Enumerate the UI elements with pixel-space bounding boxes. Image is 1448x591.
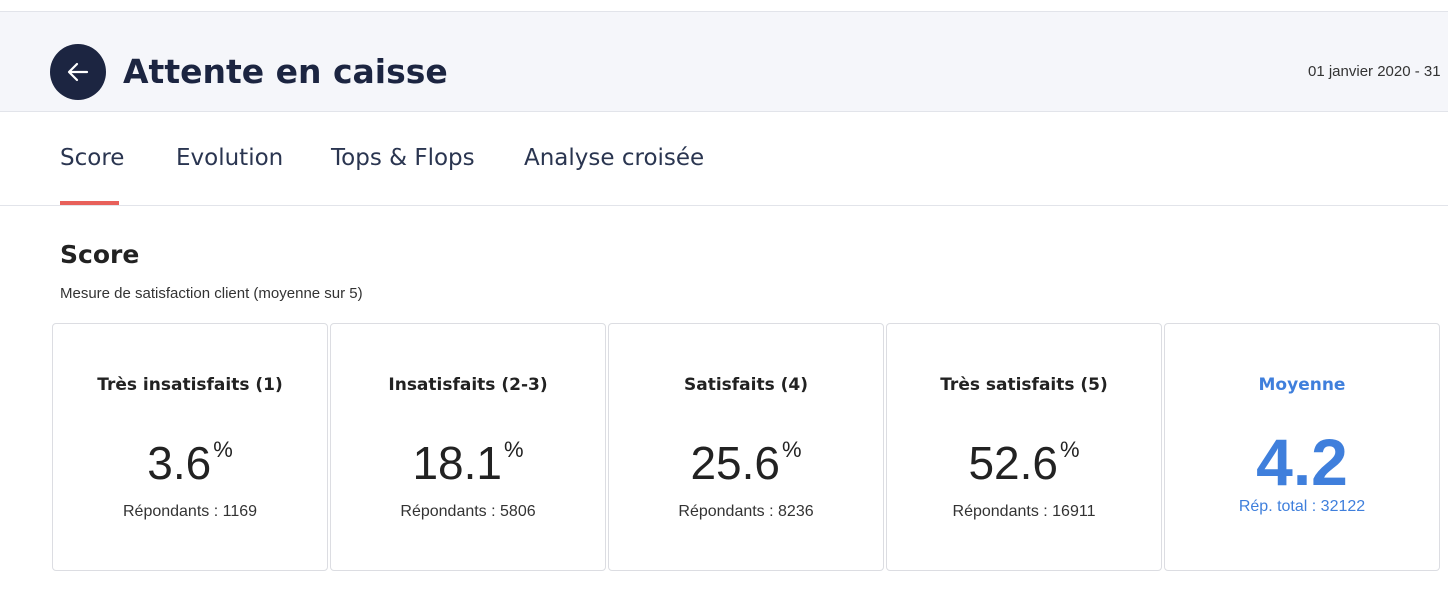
- score-card: Satisfaits (4) 25.6% Répondants : 8236: [608, 323, 884, 571]
- card-value-row: 18.1%: [331, 436, 605, 490]
- card-value: 4.2: [1256, 425, 1348, 499]
- card-value: 25.6: [690, 437, 780, 489]
- card-total: Rép. total : 32122: [1238, 498, 1366, 515]
- section-title: Score: [60, 240, 140, 269]
- card-label: Très insatisfaits (1): [97, 375, 283, 395]
- card-respondents: Répondants : 8236: [678, 503, 814, 520]
- back-button[interactable]: [50, 44, 106, 100]
- tab[interactable]: Analyse croisée: [524, 145, 705, 171]
- tab[interactable]: Tops & Flops: [331, 145, 475, 171]
- card-respondents: Répondants : 1169: [122, 503, 258, 520]
- card-value: 52.6: [968, 437, 1058, 489]
- card-unit: %: [213, 437, 233, 462]
- card-label: Très satisfaits (5): [940, 375, 1108, 395]
- page-title: Attente en caisse: [123, 52, 448, 91]
- back-icon: [67, 62, 89, 82]
- active-tab-indicator: [60, 201, 119, 205]
- card-value-row: 25.6%: [609, 436, 883, 490]
- card-value-row: 52.6%: [887, 436, 1161, 490]
- card-unit: %: [781, 437, 802, 462]
- header: Attente en caisse 01 janvier 2020 - 31: [0, 11, 1448, 112]
- card-unit: %: [503, 437, 524, 462]
- card-value-row: 3.6%: [53, 436, 327, 490]
- card-respondents: Répondants : 5806: [400, 503, 536, 520]
- card-value: 18.1: [412, 437, 502, 489]
- card-label: Moyenne: [1258, 375, 1346, 395]
- tab[interactable]: Score: [60, 145, 125, 171]
- date-range[interactable]: 01 janvier 2020 - 31: [1308, 63, 1441, 80]
- tab-divider: [0, 205, 1448, 206]
- score-card: Très insatisfaits (1) 3.6% Répondants : 11…: [52, 323, 328, 571]
- average-card: Moyenne 4.2 Rép. total : 32122: [1164, 323, 1440, 571]
- card-label: Insatisfaits (2-3): [388, 375, 548, 395]
- tab[interactable]: Evolution: [176, 145, 284, 171]
- card-unit: %: [1059, 437, 1080, 462]
- section-subtitle: Mesure de satisfaction client (moyenne s…: [60, 285, 363, 302]
- card-respondents: Répondants : 16911: [952, 503, 1096, 520]
- card-value: 3.6: [147, 437, 212, 489]
- score-card: Très satisfaits (5) 52.6% Répondants : 169…: [886, 323, 1162, 571]
- card-label: Satisfaits (4): [683, 375, 808, 395]
- score-card: Insatisfaits (2-3) 18.1% Répondants : 5806: [330, 323, 606, 571]
